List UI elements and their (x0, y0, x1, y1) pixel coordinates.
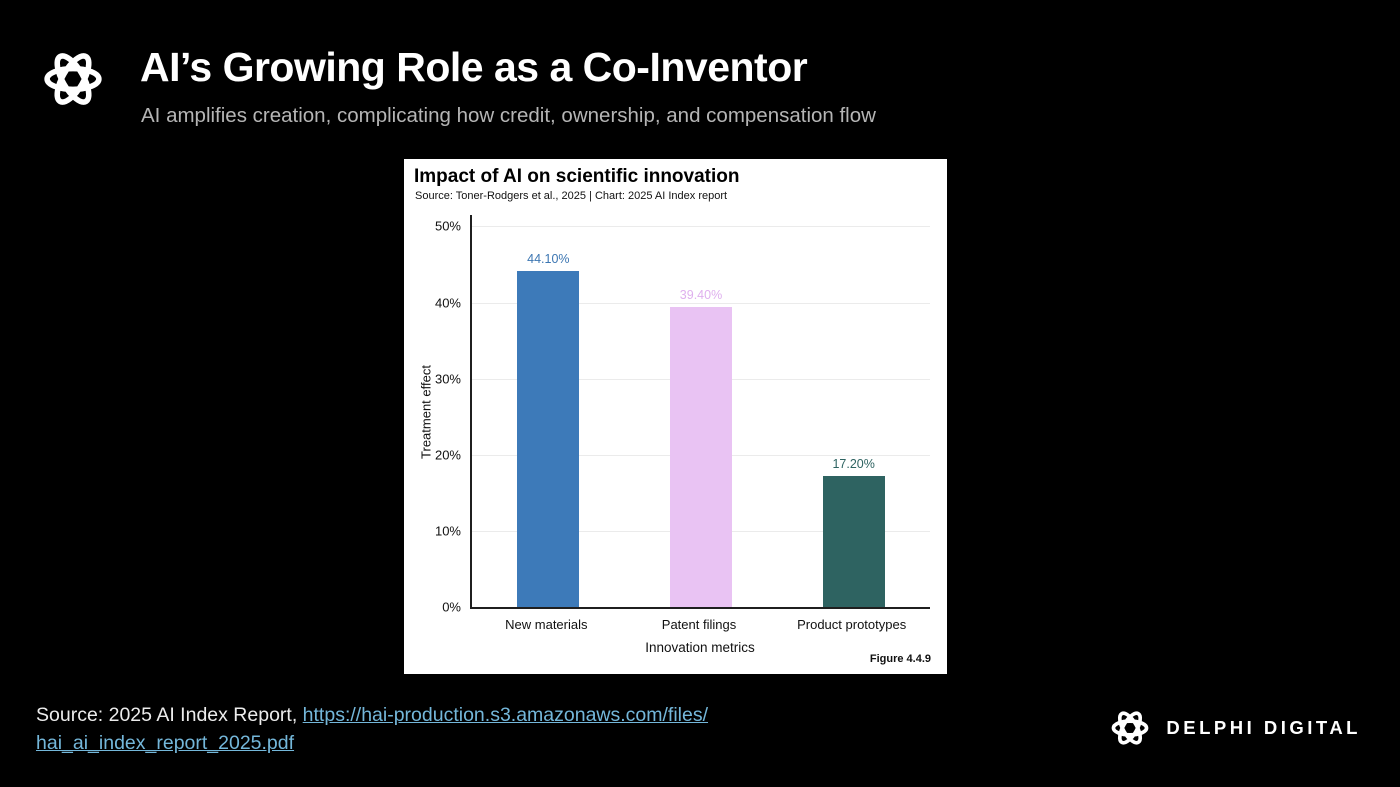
delphi-knot-icon (1111, 711, 1149, 745)
plot-area: 44.10% 39.40% 17.20% (470, 215, 930, 609)
x-axis: New materials Patent filings Product proto… (470, 611, 930, 635)
bar-patent-filings (670, 307, 732, 607)
x-tick-label: New materials (505, 617, 588, 632)
bar-value-label: 44.10% (527, 252, 570, 267)
gridline (472, 226, 930, 228)
footer-source: Source: 2025 AI Index Report, https://ha… (36, 701, 708, 757)
figure-label: Figure 4.4.9 (869, 653, 931, 665)
bar-new-materials (517, 271, 580, 607)
chart-title: Impact of AI on scientific innovation (414, 166, 740, 187)
chart-source-line: Source: Toner-Rodgers et al., 2025 | Cha… (415, 190, 728, 202)
bar-value-label: 17.20% (832, 457, 875, 472)
x-tick-label: Product prototypes (797, 617, 907, 632)
knot-logo-icon (44, 53, 102, 105)
y-tick-label: 10% (434, 523, 461, 539)
bar-value-label: 39.40% (679, 288, 723, 303)
y-axis: 0% 10% 20% 30% 40% 50% (404, 215, 470, 615)
y-tick-label: 40% (434, 295, 461, 311)
footer-source-prefix: Source: 2025 AI Index Report, (36, 704, 303, 726)
y-tick-label: 30% (434, 371, 461, 387)
page-title: AI’s Growing Role as a Co-Inventor (140, 44, 808, 90)
page-subtitle: AI amplifies creation, complicating how … (141, 104, 876, 127)
y-tick-label: 0% (442, 599, 461, 615)
x-axis-title: Innovation metrics (645, 640, 755, 655)
x-tick-label: Patent filings (661, 617, 737, 632)
bar-product-prototypes (822, 476, 885, 607)
report-link[interactable]: https://hai-production.s3.amazonaws.com/… (36, 704, 709, 754)
y-tick-label: 20% (434, 447, 461, 463)
y-tick-label: 50% (434, 218, 461, 234)
brand-wordmark: DELPHI DIGITAL (1166, 717, 1361, 738)
brand-lockup: DELPHI DIGITAL (1107, 705, 1361, 751)
chart-card: Impact of AI on scientific innovation So… (404, 159, 947, 674)
gridline (472, 302, 930, 304)
